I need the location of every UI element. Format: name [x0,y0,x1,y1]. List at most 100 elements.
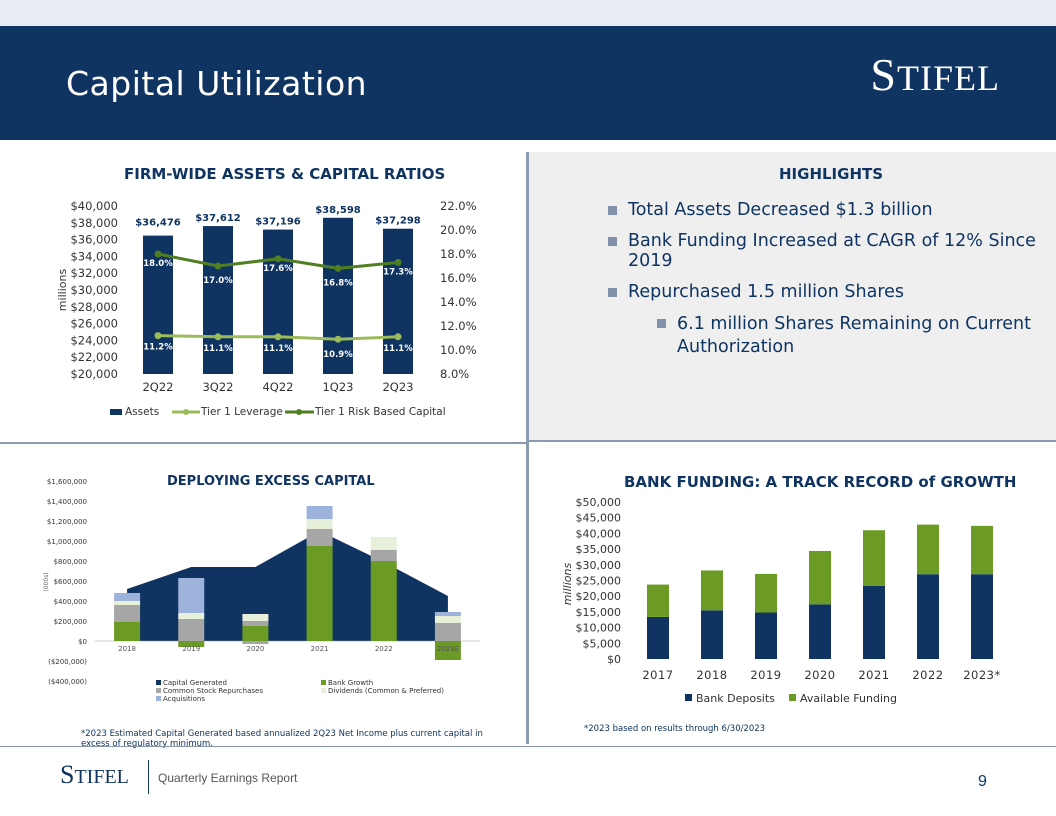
repurchases-bar [242,641,269,644]
bank-deposits-bar [917,574,939,659]
rbc-risk-data-label: 18.0% [143,259,173,269]
x-tick-label: 2017 [642,668,673,682]
legend-rbc-marker [296,409,302,415]
bank-deposits-bar [701,610,723,659]
footer-logo-initial: S [60,760,75,789]
x-tick-label: 2019 [182,645,200,653]
capital-generated-area [127,531,448,641]
y-tick-label: $26,000 [70,317,118,331]
header-bar: Capital Utilization STIFEL [0,26,1056,140]
bank-growth-bar [114,622,141,641]
leverage-data-label: 10.9% [323,350,353,360]
rbc-risk-point [394,258,402,266]
bank-funding-chart: $50,000 $45,000 $40,000 $35,000 $30,000 $25,0… [561,496,1000,705]
legend-leverage-label: Tier 1 Leverage [200,406,283,418]
footer-logo: STIFEL [60,760,129,790]
stifel-logo: STIFEL [870,48,1000,101]
highlight-text: 6.1 million Shares Remaining on Current … [677,314,1032,357]
dividends-bar [306,519,333,529]
vertical-divider [526,152,529,744]
bank-growth-bar [242,626,269,641]
assets-data-label: $36,476 [135,218,181,229]
page-title: Capital Utilization [66,64,368,103]
bullet-square-icon [608,237,617,246]
highlight-text: Total Assets Decreased $1.3 billion [628,200,933,220]
y-tick-label: $15,000 [576,606,622,619]
bullet-square-icon [608,288,617,297]
footer-rule [0,746,1056,747]
y-tick-label: $32,000 [70,266,118,280]
repurchases-bar [306,529,333,546]
y-tick-label: $20,000 [70,367,118,381]
y-axis-label: millions [561,563,574,606]
legend-swatch [321,680,326,685]
y-tick-label: $20,000 [576,590,622,603]
legend-deposits-swatch [685,694,692,701]
available-funding-bar [755,573,777,613]
bank-funding-note: *2023 based on results through 6/30/2023 [584,724,766,734]
leverage-data-label: 11.1% [203,344,233,354]
bank-funding-title: BANK FUNDING: A TRACK RECORD of GROWTH [624,473,1017,491]
y-tick-label: $40,000 [70,199,118,213]
y-tick-label: $1,200,000 [47,518,87,526]
leverage-point [214,333,222,341]
leverage-point [334,335,342,343]
assets-bar [143,235,173,374]
highlights-list: Total Assets Decreased $1.3 billion Bank… [608,200,1052,370]
x-tick-label: 2022 [375,645,393,653]
highlight-item: Repurchased 1.5 million Shares [608,282,1052,302]
top-band [0,0,1056,26]
deploy-chart-title: DEPLOYING EXCESS CAPITAL [167,474,375,489]
y2-tick-label: 8.0% [440,367,469,381]
y-tick-label: $600,000 [54,578,87,586]
x-tick-label: 2022 [912,668,943,682]
legend-label: Common Stock Repurchases [163,687,263,695]
rbc-risk-point [214,262,222,270]
assets-data-label: $37,612 [195,213,241,224]
acquisitions-bar [178,578,205,613]
legend-label: Dividends (Common & Preferred) [328,687,444,695]
available-funding-bar [809,550,831,605]
assets-data-label: $38,598 [315,205,361,216]
y-tick-label: $10,000 [576,622,622,635]
repurchases-bar [434,623,461,641]
legend-swatch [321,688,326,693]
y-tick-label: $0 [78,638,87,646]
legend-swatch [156,688,161,693]
x-tick-label: 4Q22 [262,380,293,394]
y-tick-label: $40,000 [576,527,622,540]
x-tick-label: 2018 [696,668,727,682]
highlight-item: Total Assets Decreased $1.3 billion [608,200,1052,220]
available-funding-bar [863,530,885,586]
footer-text: Quarterly Earnings Report [158,771,298,785]
repurchases-bar [114,605,141,622]
rbc-risk-data-label: 16.8% [323,278,353,288]
y-tick-label: $24,000 [70,333,118,347]
y2-tick-label: 20.0% [440,223,477,237]
leverage-data-label: 11.1% [263,344,293,354]
legend-rbc-label: Tier 1 Risk Based Capital [314,406,446,418]
y-tick-label: $25,000 [576,575,622,588]
rbc-risk-data-label: 17.3% [383,267,413,277]
y-tick-label: $35,000 [576,543,622,556]
assets-data-label: $37,196 [255,217,301,228]
x-tick-label: 2Q23 [382,380,413,394]
acquisitions-bar [306,506,333,519]
highlight-text: Bank Funding Increased at CAGR of 12% Si… [628,231,1036,271]
rbc-risk-point [334,264,342,272]
y-tick-label: $5,000 [583,637,622,650]
bank-growth-bar [306,546,333,641]
assets-chart-title: FIRM-WIDE ASSETS & CAPITAL RATIOS [124,165,446,183]
dividends-bar [114,601,141,605]
y-tick-label: $400,000 [54,598,87,606]
y-tick-label: $1,600,000 [47,478,87,486]
y-tick-label: $800,000 [54,558,87,566]
repurchases-bar [178,619,205,641]
acquisitions-bar [114,593,141,601]
legend-leverage-marker [183,409,189,415]
legend-swatch [156,696,161,701]
repurchases-bar [242,621,269,626]
bank-deposits-bar [647,616,669,659]
x-tick-label: 2018 [118,645,136,653]
